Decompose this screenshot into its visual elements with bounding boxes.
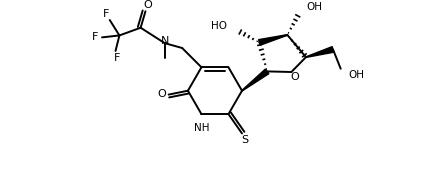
Text: O: O: [291, 72, 300, 82]
Polygon shape: [306, 47, 334, 57]
Text: O: O: [158, 89, 166, 99]
Text: F: F: [114, 53, 121, 63]
Text: NH: NH: [194, 123, 209, 133]
Text: HO: HO: [211, 21, 226, 31]
Text: OH: OH: [306, 2, 323, 12]
Polygon shape: [259, 35, 288, 45]
Text: O: O: [143, 0, 152, 10]
Text: OH: OH: [348, 69, 364, 80]
Text: S: S: [241, 135, 248, 145]
Text: F: F: [92, 32, 98, 42]
Text: N: N: [160, 36, 169, 46]
Polygon shape: [242, 69, 269, 91]
Text: F: F: [103, 9, 109, 19]
